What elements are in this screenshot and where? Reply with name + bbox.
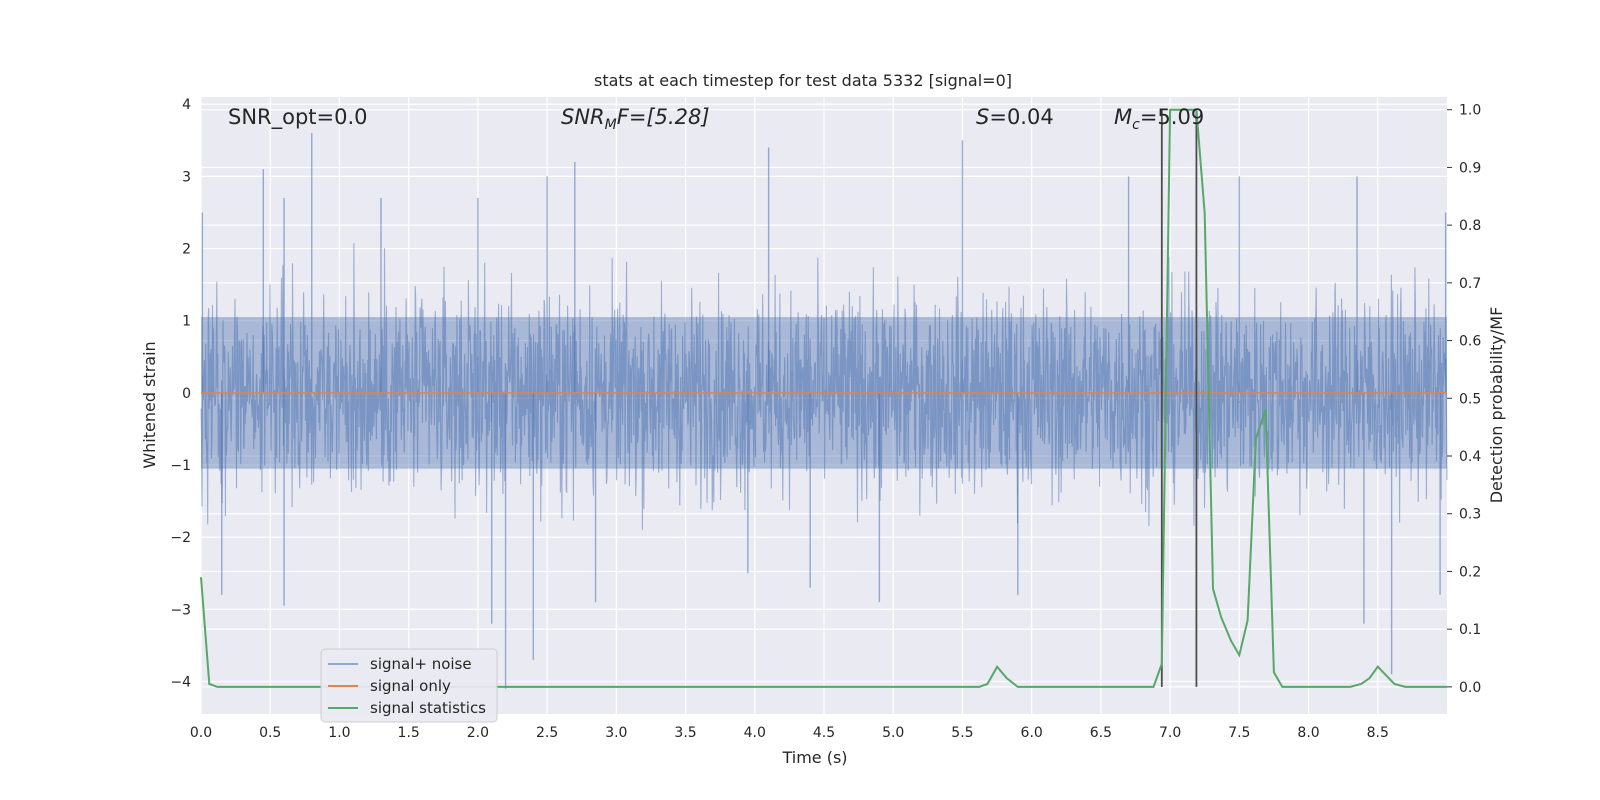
annotation-mc-main: M: [1114, 105, 1132, 129]
x-tick-label: 1.5: [398, 725, 420, 741]
x-tick-label: 4.5: [813, 725, 835, 741]
x-tick-label: 2.5: [536, 725, 558, 741]
y2-axis-label: Detection probability/MF: [1487, 307, 1506, 504]
series-signal-noise: [200, 243, 1448, 530]
y2-tick-label: 1.0: [1459, 103, 1481, 119]
annotation-snr-opt: SNR_opt=0.0: [228, 105, 368, 130]
y2-tick-label: 0.3: [1459, 507, 1481, 523]
series-signal-statistics: [200, 108, 1447, 688]
x-tick-label: 0.0: [190, 725, 212, 741]
y-axis-label: Whitened strain: [140, 341, 159, 468]
y2-tick-label: 0.6: [1459, 334, 1481, 350]
y2-tick-label: 0.5: [1459, 391, 1481, 407]
annotation-mc: Mc=5.09: [1114, 105, 1204, 133]
x-tick-label: 4.0: [744, 725, 766, 741]
y-tick-label: −2: [170, 530, 191, 546]
y2-tick-label: 0.2: [1459, 564, 1481, 580]
y-tick-label: 4: [182, 97, 191, 113]
y2-tick-label: 0.4: [1459, 449, 1481, 465]
annotation-snr-mf-rest: F=[5.28]: [617, 105, 710, 129]
x-tick-label: 3.0: [605, 725, 627, 741]
y-tick-label: −1: [170, 458, 191, 474]
y2-tick-label: 0.8: [1459, 218, 1481, 234]
legend: signal+ noise signal only signal statist…: [320, 648, 498, 723]
y-tick-label: −3: [170, 602, 191, 618]
x-tick-label: 1.0: [328, 725, 350, 741]
annotation-s: S=0.04: [976, 105, 1054, 129]
annotation-snr-mf-sub: M: [605, 117, 617, 133]
annotation-s-main: S: [976, 105, 989, 129]
annotation-mc-rest: =5.09: [1140, 105, 1204, 129]
chart-title: stats at each timestep for test data 533…: [594, 71, 1012, 90]
y2-tick-label: 0.7: [1459, 276, 1481, 292]
annotation-s-rest: =0.04: [989, 105, 1053, 129]
legend-label-noise: signal+ noise: [370, 655, 472, 673]
x-tick-label: 6.0: [1021, 725, 1043, 741]
plot-area: [200, 97, 1448, 714]
x-axis-label: Time (s): [781, 748, 847, 767]
axis-ticks: 0.0 0.5 1.0 1.5 2.0 2.5 3.0 3.5 4.0 4.5 5.0 5.5 6.0 6…: [170, 97, 1481, 741]
x-tick-label: 8.5: [1367, 725, 1389, 741]
y2-tick-label: 0.9: [1459, 160, 1481, 176]
annotation-snr-mf-main: SNR: [561, 105, 605, 129]
x-tick-label: 2.0: [467, 725, 489, 741]
y-tick-label: 3: [182, 169, 191, 185]
y-tick-label: 1: [182, 314, 191, 330]
y-tick-label: 0: [182, 386, 191, 402]
y-tick-label: −4: [170, 675, 191, 691]
legend-label-stats: signal statistics: [370, 699, 486, 717]
legend-box: [320, 648, 498, 723]
x-tick-label: 8.0: [1297, 725, 1319, 741]
x-tick-label: 6.5: [1090, 725, 1112, 741]
annotation-mc-sub: c: [1132, 117, 1140, 133]
y-tick-label: 2: [182, 242, 191, 258]
legend-label-signal: signal only: [370, 677, 451, 695]
y2-tick-label: 0.0: [1459, 680, 1481, 696]
y2-tick-label: 0.1: [1459, 622, 1481, 638]
x-tick-label: 5.0: [882, 725, 904, 741]
x-tick-label: 3.5: [674, 725, 696, 741]
annotation-snr-mf: SNRMF=[5.28]: [561, 105, 710, 133]
x-tick-label: 7.5: [1228, 725, 1250, 741]
x-tick-label: 7.0: [1159, 725, 1181, 741]
x-tick-label: 0.5: [259, 725, 281, 741]
x-tick-label: 5.5: [951, 725, 973, 741]
